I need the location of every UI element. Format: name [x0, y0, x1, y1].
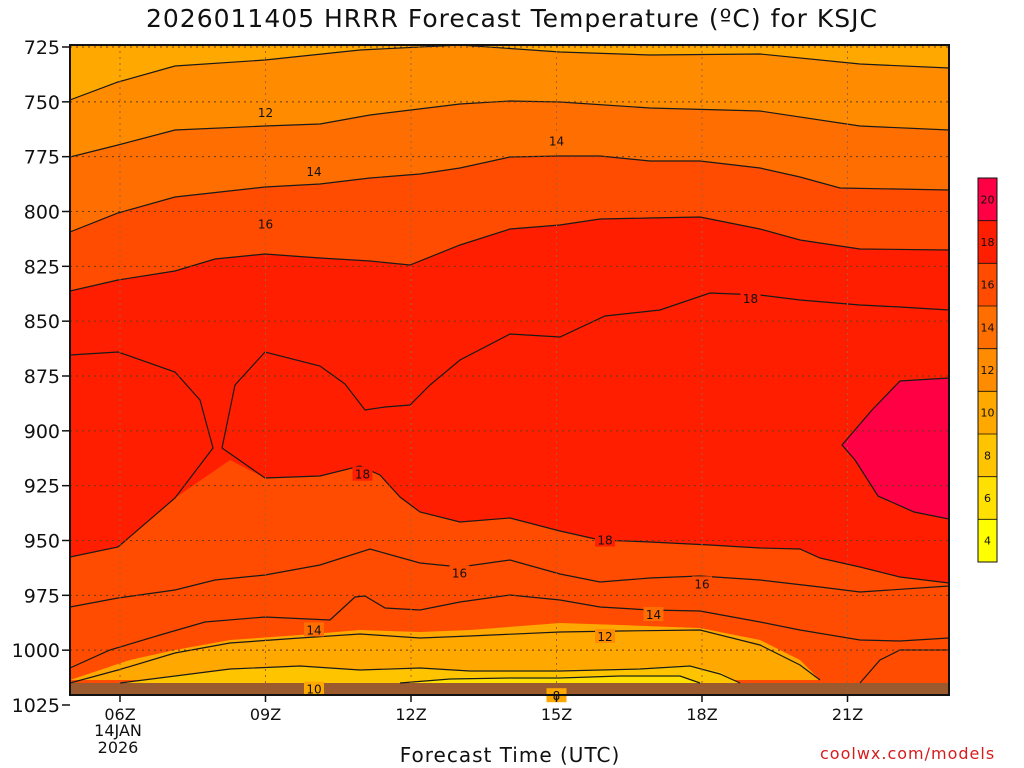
colorbar-segment [978, 391, 997, 434]
y-tick-label: 775 [24, 147, 60, 169]
x-tick-label: 12Z [395, 705, 426, 724]
contour-label: 12 [255, 104, 276, 120]
contour-line [70, 45, 949, 101]
contour-line [221, 292, 949, 584]
contour-line [70, 594, 949, 669]
y-tick-label: 925 [24, 476, 60, 498]
contour-label: 14 [546, 133, 567, 148]
y-tick-label: 900 [24, 421, 60, 443]
contour-label-text: 14 [646, 608, 661, 622]
contour-label: 18 [740, 291, 761, 306]
contour-label: 18 [352, 466, 373, 482]
contour-label: 18 [595, 532, 615, 547]
contour-label: 12 [595, 628, 615, 644]
band-fill-20-plus [842, 378, 949, 519]
contour-label: 14 [304, 164, 324, 179]
colorbar-label: 6 [984, 492, 991, 505]
colorbar-segment [978, 178, 997, 221]
terrain-strip [70, 683, 949, 695]
contour-label: 16 [692, 576, 712, 591]
contour-label-text: 16 [258, 218, 273, 232]
colorbar-label: 4 [984, 535, 991, 548]
chart-title: 2026011405 HRRR Forecast Temperature (ºC… [145, 4, 878, 33]
date-day: 14JAN [94, 721, 142, 740]
contour-line [70, 216, 949, 292]
contour-line [119, 665, 741, 684]
date-label: 14JAN 2026 [80, 722, 156, 756]
y-tick-label: 825 [24, 256, 60, 278]
contour-label-text: 14 [549, 134, 564, 148]
contour-label-text: 10 [306, 683, 321, 697]
contour-line [399, 675, 701, 684]
contour-label-text: 18 [355, 468, 370, 482]
contour-line [70, 100, 949, 158]
contour-line [841, 377, 949, 520]
contour-label-text: 12 [258, 106, 273, 120]
contour-label-text: 16 [694, 577, 709, 591]
y-tick-label: 800 [24, 201, 60, 223]
contour-label: 16 [449, 565, 470, 580]
band-fill-18-20 [70, 217, 949, 583]
contour-label: 14 [304, 622, 324, 637]
plot-frame [69, 44, 950, 696]
x-tick-label: 21Z [832, 705, 863, 724]
colorbar-label: 8 [984, 449, 991, 462]
contour-label-text: 16 [452, 566, 467, 580]
contour-line [70, 155, 949, 233]
x-tick-label: 15Z [541, 705, 572, 724]
colorbar-label: 20 [981, 193, 995, 206]
contour-label-text: 14 [306, 623, 321, 637]
y-tick-label: 1025 [12, 695, 60, 717]
colorbar-segment [978, 306, 997, 349]
x-tick-label: 09Z [250, 705, 281, 724]
y-tick-label: 950 [24, 530, 60, 552]
y-tick-label: 725 [24, 37, 60, 59]
y-tick-label: 750 [24, 92, 60, 114]
x-axis-title: Forecast Time (UTC) [399, 743, 621, 767]
contour-label-text: 12 [597, 630, 612, 644]
colorbar-segment [978, 263, 997, 306]
colorbar-segment [978, 434, 997, 477]
y-tick-label: 875 [24, 366, 60, 388]
y-tick-label: 1000 [12, 640, 60, 662]
contour-label-text: 18 [597, 533, 612, 547]
x-tick-label: 18Z [686, 705, 717, 724]
contour-label: 14 [643, 607, 664, 622]
x-tick-label: 06Z [104, 705, 135, 724]
band-fill-lowlevel-6-8 [400, 675, 700, 683]
colorbar-segment [978, 348, 997, 392]
colorbar-segment [978, 476, 997, 520]
contour-line [70, 351, 214, 558]
colorbar-segment [978, 220, 997, 264]
date-year: 2026 [97, 738, 139, 757]
colorbar-label: 14 [981, 321, 995, 334]
y-tick-label: 975 [24, 585, 60, 607]
colorbar-label: 10 [981, 407, 995, 420]
contour-label: 16 [255, 216, 276, 232]
contour-line [70, 629, 821, 684]
contour-label-text: 18 [743, 292, 758, 306]
colorbar-label: 12 [981, 364, 995, 377]
colorbar-segment [978, 519, 997, 562]
contour-line [70, 548, 949, 608]
colorbar-label: 18 [981, 236, 995, 249]
credit-text: coolwx.com/models [820, 744, 996, 763]
colorbar-label: 16 [981, 279, 995, 292]
contour-label-text: 14 [306, 165, 321, 179]
contour-label: 10 [304, 681, 324, 697]
contour-line [859, 649, 949, 684]
y-tick-label: 850 [24, 311, 60, 333]
band-fill-lowlevel-10-12 [70, 623, 820, 680]
